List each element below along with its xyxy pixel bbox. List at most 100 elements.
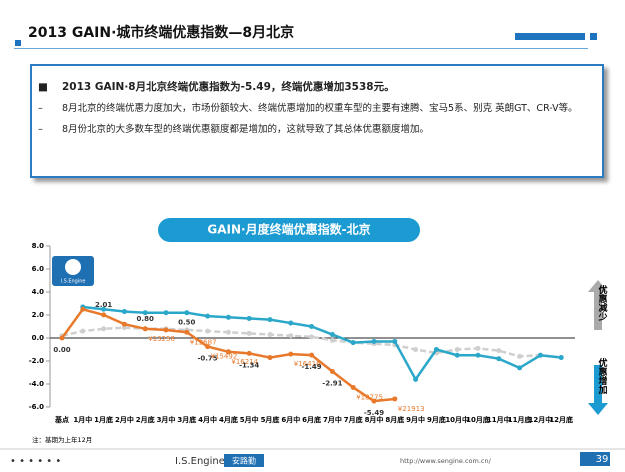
x-tick-label: 2月中 (115, 415, 134, 424)
point (101, 312, 107, 318)
point (371, 398, 377, 404)
footer-brand: I.S.Engine (175, 456, 225, 467)
value-label: -1.49 (302, 363, 322, 371)
point (433, 347, 439, 352)
dots: • • • • • • (10, 456, 61, 467)
x-tick-label: 10月底 (466, 415, 490, 424)
point (329, 332, 335, 338)
x-tick-label: 9月中 (406, 415, 425, 424)
point (142, 326, 148, 332)
decor (590, 33, 597, 40)
point (392, 338, 398, 344)
x-tick-label: 8月底 (385, 415, 404, 424)
headline: 2013 GAIN·8月北京终端优惠指数为-5.49，终端优惠增加3538元。 (38, 80, 592, 95)
y-tick-label: -6.0 (29, 403, 44, 411)
x-tick-label: 1月底 (94, 415, 113, 424)
point (80, 306, 86, 312)
point (454, 352, 460, 358)
y-tick-label: 6.0 (32, 265, 45, 273)
point (121, 309, 127, 315)
point (184, 310, 190, 316)
series-line (82, 305, 562, 382)
x-tick-label: 2月底 (136, 415, 155, 424)
point (121, 325, 127, 331)
x-tick-label: 1月中 (73, 415, 92, 424)
point (205, 313, 211, 319)
x-tick-label: 7月底 (344, 415, 363, 424)
point (225, 349, 231, 355)
point (101, 326, 107, 332)
point (517, 353, 523, 359)
point (184, 329, 190, 335)
point (80, 328, 86, 334)
point (59, 335, 65, 341)
price-label: ¥12687 (190, 338, 217, 346)
value-label: -0.75 (198, 355, 218, 363)
footer-url: http://www.sengine.com.cn/ (400, 457, 492, 465)
x-tick-label: 4月底 (219, 415, 238, 424)
point (121, 321, 127, 327)
point (537, 352, 543, 358)
x-tick-label: 5月中 (240, 415, 259, 424)
value-label: -1.34 (239, 361, 259, 369)
x-tick-label: 12月中 (529, 415, 553, 424)
decor (515, 33, 585, 40)
summary-box: 2013 GAIN·8月北京终端优惠指数为-5.49，终端优惠增加3538元。 … (30, 64, 604, 178)
point (558, 355, 564, 361)
x-tick-label: 基点 (54, 415, 69, 424)
point (475, 352, 481, 358)
point (329, 368, 335, 374)
value-label: 0.00 (53, 346, 70, 354)
arrow-up (588, 280, 608, 330)
value-label: 0.50 (178, 318, 195, 326)
value-label: -5.49 (364, 409, 384, 417)
arrow-down (588, 365, 608, 415)
value-label: 2.01 (95, 301, 112, 309)
chart-title: GAIN·月度终端优惠指数-北京 (207, 222, 370, 237)
point (496, 356, 502, 362)
title-pill (158, 218, 420, 242)
price-label: ¥15492 (211, 353, 238, 361)
x-tick-label: 10月中 (445, 415, 469, 424)
point (413, 376, 419, 382)
decor (15, 40, 21, 46)
x-tick-label: 3月中 (157, 415, 176, 424)
point (454, 347, 460, 352)
bullet: 8月份北京的大多数车型的终端优惠额度都是增加的，这就导致了其总体优惠额度增加。 (38, 122, 592, 137)
side-label: 优惠减少 (597, 284, 609, 321)
point (288, 320, 294, 326)
value-label: -2.91 (322, 379, 342, 387)
header-title: 2013 GAIN·城市终端优惠指数—8月北京 (14, 18, 588, 49)
x-tick-label: 4月中 (198, 415, 217, 424)
point (309, 324, 315, 329)
y-tick-label: -2.0 (29, 357, 44, 365)
footer-badge (224, 454, 264, 467)
point (267, 355, 273, 361)
y-tick-label: 2.0 (32, 311, 45, 319)
page-badge (580, 452, 610, 466)
point (205, 344, 211, 350)
footer-company: 安路勤 (232, 456, 256, 466)
y-tick-label: 4.0 (32, 288, 45, 296)
point (225, 314, 231, 320)
point (101, 306, 107, 312)
x-tick-label: 9月底 (427, 415, 446, 424)
point (288, 333, 294, 339)
point (309, 334, 315, 340)
price-label: ¥16214 (231, 358, 258, 366)
x-tick-label: 7月中 (323, 415, 342, 424)
price-label: ¥13258 (148, 335, 175, 343)
point (350, 340, 356, 346)
price-label: ¥18775 (356, 393, 383, 401)
point (163, 310, 169, 316)
y-tick-label: 0.0 (32, 334, 45, 342)
x-tick-label: 6月底 (302, 415, 321, 424)
point (350, 384, 356, 390)
logo (65, 259, 81, 275)
value-label: 0.80 (137, 315, 154, 323)
point (267, 317, 273, 323)
y-tick-label: 8.0 (32, 242, 45, 250)
x-tick-label: 6月中 (281, 415, 300, 424)
